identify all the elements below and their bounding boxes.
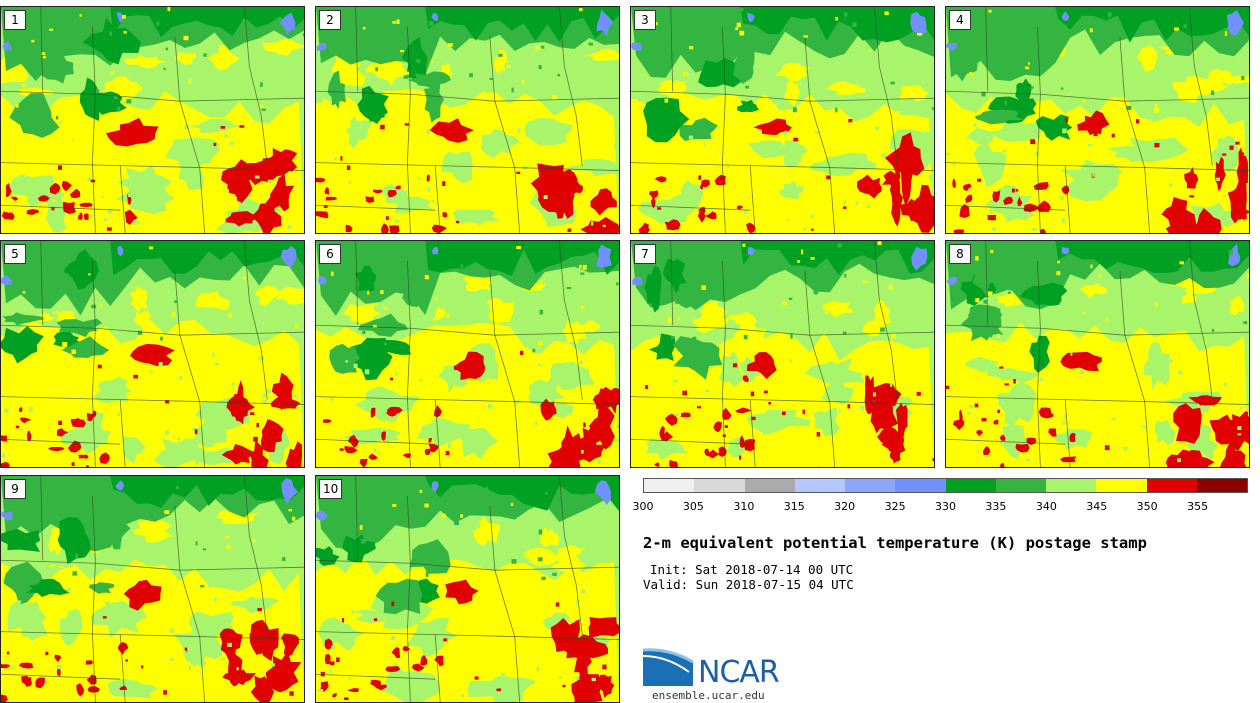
- logo-text: NCAR: [698, 655, 780, 690]
- colorbar-tick-label: 350: [1136, 500, 1158, 513]
- colorbar-tick-label: 310: [733, 500, 755, 513]
- init-time: Init: Sat 2018-07-14 00 UTC: [650, 562, 854, 577]
- theta-e-map: [631, 7, 934, 233]
- colorbar-tick-label: 315: [783, 500, 805, 513]
- colorbar-segment: [744, 479, 795, 492]
- colorbar-tick-label: 340: [1035, 500, 1057, 513]
- member-panel-10[interactable]: 10: [315, 475, 620, 703]
- valid-time: Valid: Sun 2018-07-15 04 UTC: [643, 577, 854, 592]
- member-label-8: 8: [949, 244, 971, 264]
- colorbar-tick-label: 305: [682, 500, 704, 513]
- member-label-9: 9: [4, 479, 26, 499]
- theta-e-map: [631, 241, 934, 467]
- colorbar-tick-label: 325: [884, 500, 906, 513]
- member-panel-8[interactable]: 8: [945, 240, 1250, 468]
- colorbar-segment: [694, 479, 745, 492]
- colorbar-tick-label: 335: [985, 500, 1007, 513]
- member-label-6: 6: [319, 244, 341, 264]
- member-panel-9[interactable]: 9: [0, 475, 305, 703]
- member-panel-4[interactable]: 4: [945, 6, 1250, 234]
- member-label-2: 2: [319, 10, 341, 30]
- colorbar-tick-label: 355: [1187, 500, 1209, 513]
- theta-e-map: [946, 241, 1249, 467]
- colorbar-segment: [845, 479, 896, 492]
- colorbar-segment: [644, 479, 695, 492]
- colorbar-tick-label: 320: [834, 500, 856, 513]
- member-panel-2[interactable]: 2: [315, 6, 620, 234]
- member-label-1: 1: [4, 10, 26, 30]
- member-panel-5[interactable]: 5: [0, 240, 305, 468]
- colorbar-segment: [1196, 479, 1247, 492]
- member-panel-1[interactable]: 1: [0, 6, 305, 234]
- theta-e-map: [316, 7, 619, 233]
- ncar-logo-icon: [643, 648, 694, 686]
- member-label-3: 3: [634, 10, 656, 30]
- member-panel-7[interactable]: 7: [630, 240, 935, 468]
- colorbar-segment: [895, 479, 946, 492]
- member-label-5: 5: [4, 244, 26, 264]
- colorbar-segment: [1146, 479, 1197, 492]
- colorbar-tick-label: 345: [1086, 500, 1108, 513]
- colorbar-segment: [995, 479, 1046, 492]
- colorbar-tick-label: 300: [632, 500, 654, 513]
- theta-e-map: [1, 7, 304, 233]
- colorbar-segment: [1096, 479, 1147, 492]
- theta-e-map: [316, 241, 619, 467]
- colorbar: [643, 478, 1248, 493]
- theta-e-map: [1, 241, 304, 467]
- colorbar-tick-label: 330: [935, 500, 956, 513]
- theta-e-map: [946, 7, 1249, 233]
- colorbar-segment: [945, 479, 996, 492]
- theta-e-map: [1, 476, 304, 702]
- colorbar-segment: [1046, 479, 1097, 492]
- site-url: ensemble.ucar.edu: [652, 689, 765, 702]
- member-label-7: 7: [634, 244, 656, 264]
- member-panel-3[interactable]: 3: [630, 6, 935, 234]
- colorbar-segment: [794, 479, 845, 492]
- plot-title: 2-m equivalent potential temperature (K)…: [643, 534, 1147, 552]
- member-label-4: 4: [949, 10, 971, 30]
- member-label-10: 10: [319, 479, 343, 499]
- theta-e-map: [316, 476, 619, 702]
- member-panel-6[interactable]: 6: [315, 240, 620, 468]
